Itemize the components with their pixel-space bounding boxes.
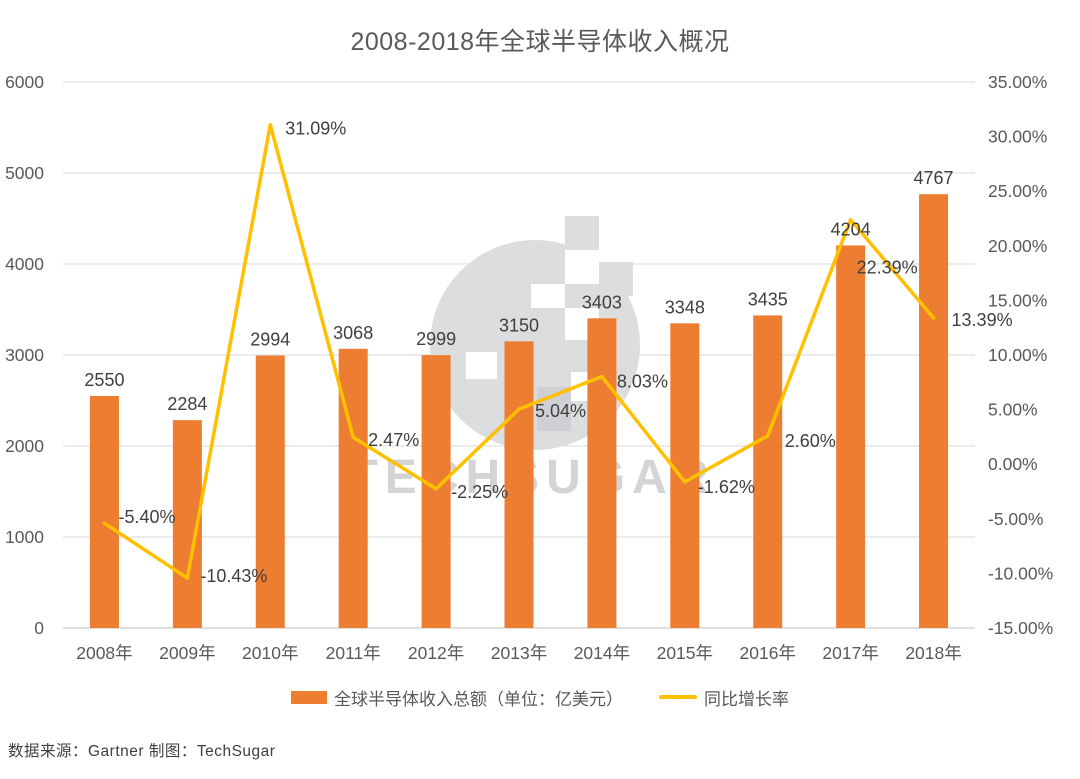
x-axis-label: 2015年: [657, 643, 713, 663]
bar-2018年: [919, 194, 949, 628]
left-axis-tick: 6000: [5, 72, 44, 92]
bar-value-label: 2550: [84, 370, 124, 390]
bar-value-label: 3068: [333, 323, 373, 343]
left-axis-tick: 5000: [5, 163, 44, 183]
left-axis-tick: 1000: [5, 527, 44, 547]
right-axis-tick: -10.00%: [988, 563, 1053, 583]
source-note: 数据来源：Gartner 制图：TechSugar: [8, 743, 276, 760]
legend-item-revenue: 全球半导体收入总额（单位：亿美元）: [291, 685, 623, 710]
growth-line-swatch-icon: [659, 695, 697, 699]
bar-value-label: 2994: [250, 330, 290, 350]
watermark-pixel: [565, 250, 599, 284]
bar-2017年: [836, 245, 866, 628]
x-axis-label: 2016年: [740, 643, 796, 663]
right-axis-tick: -5.00%: [988, 509, 1043, 529]
x-axis-label: 2008年: [76, 643, 132, 663]
watermark-pixel: [599, 262, 633, 296]
x-axis-label: 2017年: [822, 643, 878, 663]
x-axis-label: 2010年: [242, 643, 298, 663]
bar-2008年: [89, 395, 119, 628]
x-axis-label: 2014年: [574, 643, 630, 663]
watermark-pixel: [466, 352, 497, 379]
axis-labels-group: 0 1000 2000 3000 4000 5000 6000 -15.00% -10.00% -…: [5, 72, 1053, 663]
right-axis-tick: -15.00%: [988, 618, 1053, 638]
watermark-pixel: [565, 216, 599, 250]
bar-value-label: 3348: [665, 297, 705, 317]
growth-value-label: -2.25%: [451, 482, 508, 502]
growth-value-label: 8.03%: [617, 372, 668, 392]
bar-2014年: [587, 318, 617, 628]
bar-2012年: [421, 355, 451, 628]
growth-value-label: 22.39%: [857, 258, 918, 278]
left-axis-tick: 3000: [5, 345, 44, 365]
right-axis-tick: 10.00%: [988, 345, 1047, 365]
bar-2011年: [338, 348, 368, 628]
bar-value-label: 3150: [499, 315, 539, 335]
growth-value-label: 2.47%: [368, 430, 419, 450]
left-axis-tick: 0: [34, 618, 44, 638]
bar-2016年: [753, 315, 783, 628]
bar-value-label: 2284: [167, 394, 207, 414]
growth-value-label: 31.09%: [285, 119, 346, 139]
growth-value-label: 5.04%: [535, 401, 586, 421]
growth-rate-line: [102, 122, 936, 580]
watermark-pixel: [531, 284, 565, 308]
bar-value-label: 3435: [748, 289, 788, 309]
x-axis-label: 2013年: [491, 643, 547, 663]
right-axis-tick: 0.00%: [988, 454, 1038, 474]
x-axis-label: 2011年: [326, 643, 381, 663]
chart-plot-area: TECHSUGAR 255022842994306829993150340333…: [5, 72, 1053, 663]
left-axis-tick: 2000: [5, 436, 44, 456]
x-axis-label: 2009年: [159, 643, 215, 663]
legend: 全球半导体收入总额（单位：亿美元） 同比增长率: [0, 684, 1080, 710]
right-axis-tick: 25.00%: [988, 181, 1047, 201]
left-axis-tick: 4000: [5, 254, 44, 274]
bar-value-label: 4204: [831, 219, 871, 239]
right-axis-tick: 20.00%: [988, 236, 1047, 256]
right-axis-tick: 30.00%: [988, 127, 1047, 147]
revenue-swatch-icon: [291, 690, 327, 704]
x-axis-label: 2018年: [905, 643, 961, 663]
chart-title: 2008-2018年全球半导体收入概况: [350, 28, 730, 56]
bar-value-label: 3403: [582, 292, 622, 312]
growth-value-label: -10.43%: [200, 566, 267, 586]
bars-group: [89, 194, 949, 628]
right-axis-tick: 35.00%: [988, 72, 1047, 92]
bar-value-label: 4767: [914, 168, 954, 188]
right-axis-tick: 5.00%: [988, 400, 1038, 420]
data-labels-group: 2550 2284 2994 3068 2999 3150 3403 3348 3435 4204…: [84, 119, 1012, 586]
growth-value-label: 13.39%: [952, 310, 1013, 330]
legend-item-growth: 同比增长率: [659, 685, 789, 710]
bar-2013年: [504, 341, 534, 628]
legend-label-growth: 同比增长率: [704, 689, 789, 709]
x-axis-label: 2012年: [408, 643, 464, 663]
legend-label-revenue: 全球半导体收入总额（单位：亿美元）: [334, 689, 623, 709]
growth-value-label: 2.60%: [785, 431, 836, 451]
growth-line-group: [102, 122, 936, 580]
right-axis-tick: 15.00%: [988, 290, 1047, 310]
bar-2010年: [255, 355, 285, 628]
growth-value-label: -1.62%: [698, 477, 755, 497]
growth-value-label: -5.40%: [118, 507, 175, 527]
bar-value-label: 2999: [416, 329, 456, 349]
